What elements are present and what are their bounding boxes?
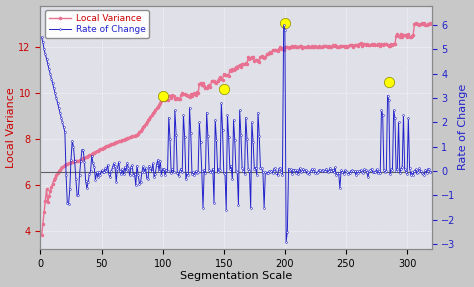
Point: [220, 87, 228, 92]
Rate of Change: [383, 170, 389, 173]
Point: [281, 20, 289, 25]
X-axis label: Segmentation Scale: Segmentation Scale: [180, 272, 292, 282]
Rate of Change: [281, 23, 286, 27]
Local Variance: [240, 62, 246, 66]
Point: [159, 94, 166, 98]
Y-axis label: Local Variance: Local Variance: [6, 87, 16, 168]
Rate of Change: [240, 169, 246, 172]
Local Variance: [428, 22, 434, 26]
Rate of Change: [283, 240, 289, 243]
Rate of Change: [316, 168, 322, 172]
Rate of Change: [362, 167, 367, 171]
Rate of Change: [39, 36, 45, 39]
Local Variance: [95, 149, 100, 152]
Rate of Change: [95, 175, 100, 179]
Rate of Change: [428, 170, 434, 174]
Local Variance: [314, 45, 319, 48]
Local Variance: [381, 42, 387, 46]
Rate of Change: [321, 170, 327, 173]
Local Variance: [319, 46, 324, 49]
Legend: Local Variance, Rate of Change: Local Variance, Rate of Change: [45, 10, 149, 38]
Line: Rate of Change: Rate of Change: [41, 24, 432, 243]
Local Variance: [359, 44, 365, 47]
Local Variance: [413, 21, 419, 25]
Line: Local Variance: Local Variance: [41, 22, 433, 236]
Point: [385, 80, 392, 85]
Local Variance: [39, 233, 45, 237]
Y-axis label: Rate of Change: Rate of Change: [458, 84, 468, 170]
